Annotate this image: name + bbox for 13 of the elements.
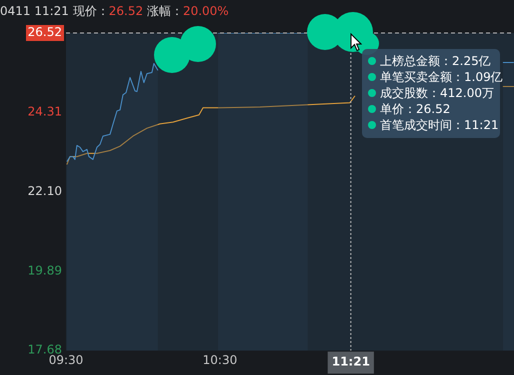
y-tick-label: 26.52: [28, 25, 62, 40]
x-tick-label: 10:30: [202, 352, 238, 367]
chart-title: 0411 11:21 现价：26.52 涨幅：20.00%: [0, 4, 229, 18]
annotation: 上榜总金额：2.25亿: [380, 54, 491, 68]
y-tick-label: 19.89: [28, 263, 62, 278]
y-tick-label: 22.10: [28, 184, 62, 198]
ref-line-label: 11:21: [332, 354, 370, 369]
annotation: 首笔成交时间：11:21: [380, 118, 499, 132]
y-tick-label: 24.31: [28, 104, 62, 119]
annotation: 成交股数：412.00万: [380, 86, 494, 100]
annotation: 单价：26.52: [380, 102, 450, 116]
annotation: 单笔买卖金额：1.09亿: [380, 70, 503, 84]
x-tick-label: 09:30: [48, 352, 84, 367]
